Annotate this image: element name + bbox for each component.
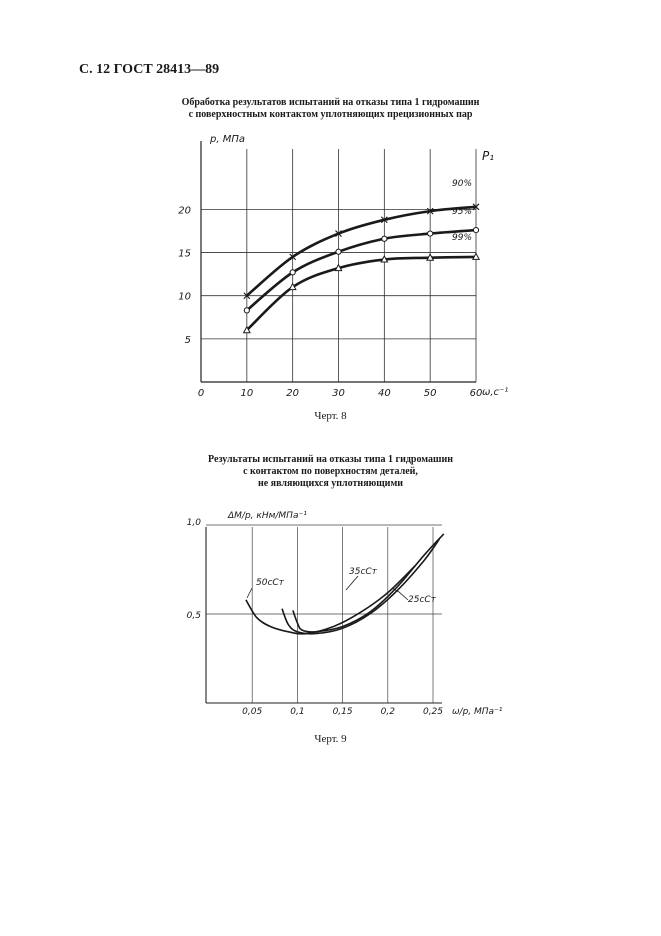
- series-label-leader: [345, 575, 359, 591]
- y-tick-label: 5: [185, 335, 191, 346]
- series-label-leader: [391, 587, 409, 601]
- x-tick-label: 0,05: [242, 707, 262, 717]
- data-point-circle: [381, 235, 388, 242]
- x-tick-label: 50: [424, 388, 437, 399]
- series-label: 90%: [452, 179, 472, 189]
- x-tick-label: 0: [198, 388, 204, 399]
- data-point-x: [426, 207, 434, 215]
- x-axis-label: ω/p, МПа⁻¹: [452, 707, 503, 717]
- page-header: С. 12 ГОСТ 28413—89: [79, 62, 220, 77]
- figure8-caption: Черт. 8: [314, 410, 347, 422]
- x-tick-label: 0,15: [333, 707, 353, 717]
- data-point-triangle: [288, 282, 297, 291]
- x-axis-label: ω,с⁻¹: [482, 387, 508, 398]
- x-tick-label: 60: [470, 388, 483, 399]
- x-tick-label: 40: [378, 388, 391, 399]
- legend-title: P₁: [482, 149, 494, 163]
- figure9-title: Результаты испытаний на отказы типа 1 ги…: [0, 454, 661, 490]
- series-line: [245, 228, 477, 312]
- y-tick-label: 10: [178, 292, 191, 303]
- data-point-triangle: [242, 325, 251, 334]
- x-tick-label: 20: [286, 388, 299, 399]
- series-line: [292, 533, 445, 633]
- data-point-triangle: [426, 253, 435, 261]
- data-point-circle: [472, 227, 480, 234]
- x-tick-label: 0,25: [423, 707, 443, 717]
- series-line: [281, 538, 440, 635]
- figure9-title-line: с контактом по поверхностям деталей,: [243, 466, 418, 477]
- figure9-title-line: Результаты испытаний на отказы типа 1 ги…: [208, 454, 453, 465]
- data-point-triangle: [471, 252, 481, 260]
- data-point-circle: [289, 269, 296, 276]
- x-tick-label: 30: [332, 388, 345, 399]
- figure9-title-line: не являющихся уплотняющими: [257, 478, 404, 489]
- data-point-x: [243, 292, 251, 300]
- series-label: 99%: [452, 233, 472, 243]
- y-tick-label: 15: [178, 249, 191, 260]
- figure9-caption: Черт. 9: [314, 733, 347, 745]
- series-line: [245, 565, 416, 635]
- data-point-x: [335, 230, 342, 237]
- figure8-title-line: с поверхностным контактом уплотняющих пр…: [188, 109, 473, 120]
- series-label: 50сСт: [256, 578, 285, 588]
- series-line: [245, 255, 477, 332]
- data-point-circle: [427, 230, 434, 237]
- figure8-title-line: Обработка результатов испытаний на отказ…: [181, 97, 480, 108]
- y-tick-label: 1,0: [187, 518, 202, 528]
- x-tick-label: 0,1: [290, 707, 304, 717]
- series-label: 35сСт: [349, 567, 378, 577]
- y-tick-label: 0,5: [187, 611, 202, 621]
- figure8-title: Обработка результатов испытаний на отказ…: [0, 97, 661, 121]
- series-label-leader: [246, 587, 253, 599]
- series-line: [245, 205, 477, 297]
- x-tick-label: 10: [240, 388, 253, 399]
- data-point-triangle: [334, 263, 343, 272]
- data-point-circle: [243, 307, 250, 314]
- y-axis-label: p, МПа: [209, 134, 245, 145]
- x-tick-label: 0,2: [381, 707, 396, 717]
- data-point-x: [380, 216, 388, 224]
- data-point-x: [289, 253, 297, 261]
- y-tick-label: 20: [178, 205, 191, 216]
- data-point-triangle: [380, 254, 389, 263]
- series-label: 25сСт: [408, 595, 437, 605]
- y-axis-label: ΔM/p, кНм/МПа⁻¹: [227, 511, 307, 521]
- data-point-circle: [335, 248, 342, 255]
- series-label: 95%: [452, 207, 472, 217]
- data-point-x: [472, 203, 480, 211]
